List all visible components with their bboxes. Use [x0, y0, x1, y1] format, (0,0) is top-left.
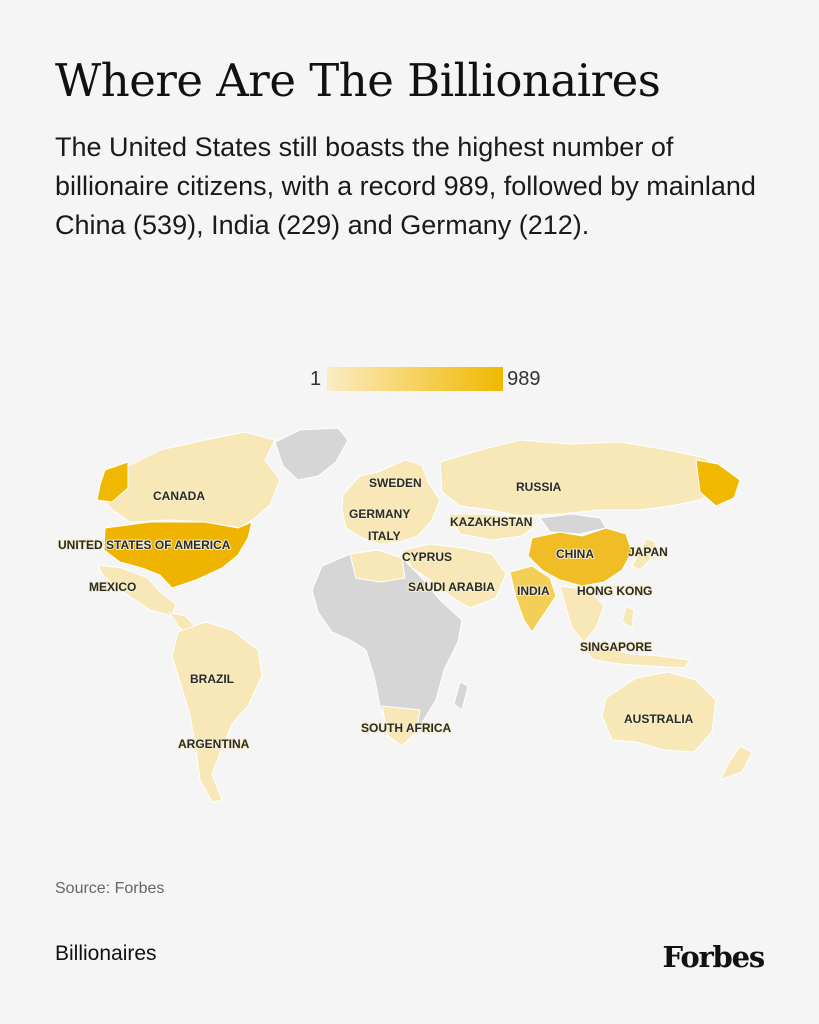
label-sweden: SWEDEN	[369, 476, 422, 490]
region-canada[interactable]	[99, 431, 281, 529]
region-india[interactable]	[509, 565, 557, 633]
label-india: INDIA	[517, 584, 550, 598]
region-south-africa[interactable]	[381, 705, 421, 747]
map-land	[96, 427, 753, 803]
region-russia[interactable]	[439, 439, 729, 517]
map-labels: CANADA UNITED STATES OF AMERICA MEXICO B…	[57, 475, 695, 752]
label-russia: RUSSIA	[516, 480, 562, 494]
label-cyprus: CYPRUS	[402, 550, 452, 564]
label-south-africa: SOUTH AFRICA	[361, 721, 452, 735]
source-note: Source: Forbes	[55, 880, 165, 897]
region-kazakhstan[interactable]	[447, 513, 536, 541]
page-subtitle: The United States still boasts the highe…	[55, 132, 756, 240]
region-south-america[interactable]	[171, 621, 263, 803]
region-philippines[interactable]	[621, 605, 635, 629]
label-china: CHINA	[556, 547, 594, 561]
label-brazil: BRAZIL	[190, 672, 234, 686]
region-usa[interactable]	[103, 521, 253, 589]
region-madagascar[interactable]	[453, 681, 469, 711]
region-alaska[interactable]	[96, 461, 129, 503]
legend-gradient-bar	[327, 367, 504, 391]
region-japan[interactable]	[631, 537, 657, 571]
region-east-russia[interactable]	[695, 459, 741, 507]
world-map: CANADA UNITED STATES OF AMERICA MEXICO B…	[57, 427, 753, 803]
section-label[interactable]: Billionaires	[55, 942, 157, 965]
color-legend: 1 989	[310, 366, 541, 392]
label-singapore: SINGAPORE	[580, 640, 652, 654]
region-australia[interactable]	[601, 671, 717, 753]
legend-max-label: 989	[507, 367, 541, 390]
region-indonesia[interactable]	[582, 647, 691, 669]
legend-min-label: 1	[310, 367, 322, 390]
label-argentina: ARGENTINA	[178, 737, 250, 751]
region-europe[interactable]	[341, 459, 441, 545]
page-title: Where Are The Billionaires	[55, 54, 661, 107]
region-north-africa[interactable]	[349, 549, 406, 583]
label-saudi-arabia: SAUDI ARABIA	[408, 580, 495, 594]
forbes-logo[interactable]: Forbes	[662, 940, 766, 974]
region-new-zealand[interactable]	[718, 745, 753, 781]
label-germany: GERMANY	[349, 507, 410, 521]
region-greenland[interactable]	[274, 427, 349, 481]
label-japan: JAPAN	[628, 545, 668, 559]
region-africa[interactable]	[311, 549, 463, 745]
region-china[interactable]	[527, 527, 633, 587]
region-southeast-asia[interactable]	[559, 585, 605, 643]
label-kazakhstan: KAZAKHSTAN	[450, 515, 532, 529]
label-usa: UNITED STATES OF AMERICA	[58, 538, 231, 552]
region-middle-east[interactable]	[401, 543, 507, 609]
label-italy: ITALY	[368, 529, 401, 543]
label-mexico: MEXICO	[89, 580, 136, 594]
label-hong-kong: HONG KONG	[577, 584, 652, 598]
label-canada: CANADA	[153, 489, 205, 503]
label-australia: AUSTRALIA	[624, 712, 694, 726]
